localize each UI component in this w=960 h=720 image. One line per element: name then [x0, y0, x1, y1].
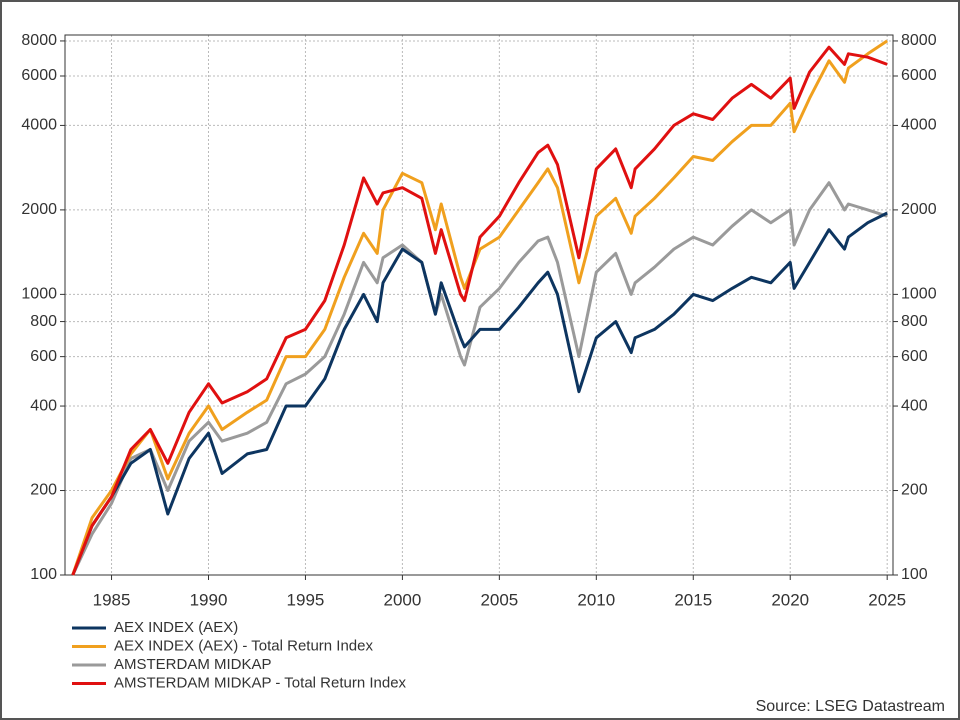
legend-label: AEX INDEX (AEX): [114, 619, 238, 636]
plot-area: [64, 34, 894, 576]
y2-tick-label: 2000: [901, 201, 937, 218]
x-tick-label: 1985: [93, 590, 131, 609]
legend-label: AMSTERDAM MIDKAP: [114, 656, 272, 673]
y-tick-label: 6000: [21, 67, 57, 84]
y-tick-label: 100: [30, 566, 57, 583]
x-tick-label: 1995: [287, 590, 325, 609]
y-tick-label: 400: [30, 397, 57, 414]
y2-tick-label: 400: [901, 397, 928, 414]
source: Source: LSEG Datastream: [756, 698, 945, 715]
y-tick-label: 8000: [21, 32, 57, 49]
line: [71, 39, 889, 576]
y2-tick-label: 600: [901, 348, 928, 365]
legend-label: AEX INDEX (AEX) - Total Return Index: [114, 637, 373, 654]
line: [71, 211, 888, 576]
y2-tick-label: 6000: [901, 67, 937, 84]
legend-label: AMSTERDAM MIDKAP - Total Return Index: [114, 674, 407, 691]
y2-tick-label: 100: [901, 566, 928, 583]
y-tick-label: 200: [30, 482, 57, 499]
line: [71, 181, 888, 576]
x-tick-label: 2020: [771, 590, 809, 609]
x-tick-label: 2010: [577, 590, 615, 609]
x-tick-label: 2025: [868, 590, 906, 609]
x-tick-label: 2015: [674, 590, 712, 609]
y-tick-label: 800: [30, 313, 57, 330]
y-tick-label: 600: [30, 348, 57, 365]
x-tick-label: 2000: [383, 590, 421, 609]
y-tick-label: 1000: [21, 286, 57, 303]
x-tick-label: 2005: [480, 590, 518, 609]
x-tick-label: 1990: [190, 590, 228, 609]
y2-tick-label: 8000: [901, 32, 937, 49]
y-tick-label: 4000: [21, 117, 57, 134]
line: [71, 45, 888, 576]
y2-tick-label: 4000: [901, 117, 937, 134]
y2-tick-label: 200: [901, 482, 928, 499]
y2-tick-label: 800: [901, 313, 928, 330]
y-tick-label: 2000: [21, 201, 57, 218]
y2-tick-label: 1000: [901, 286, 937, 303]
